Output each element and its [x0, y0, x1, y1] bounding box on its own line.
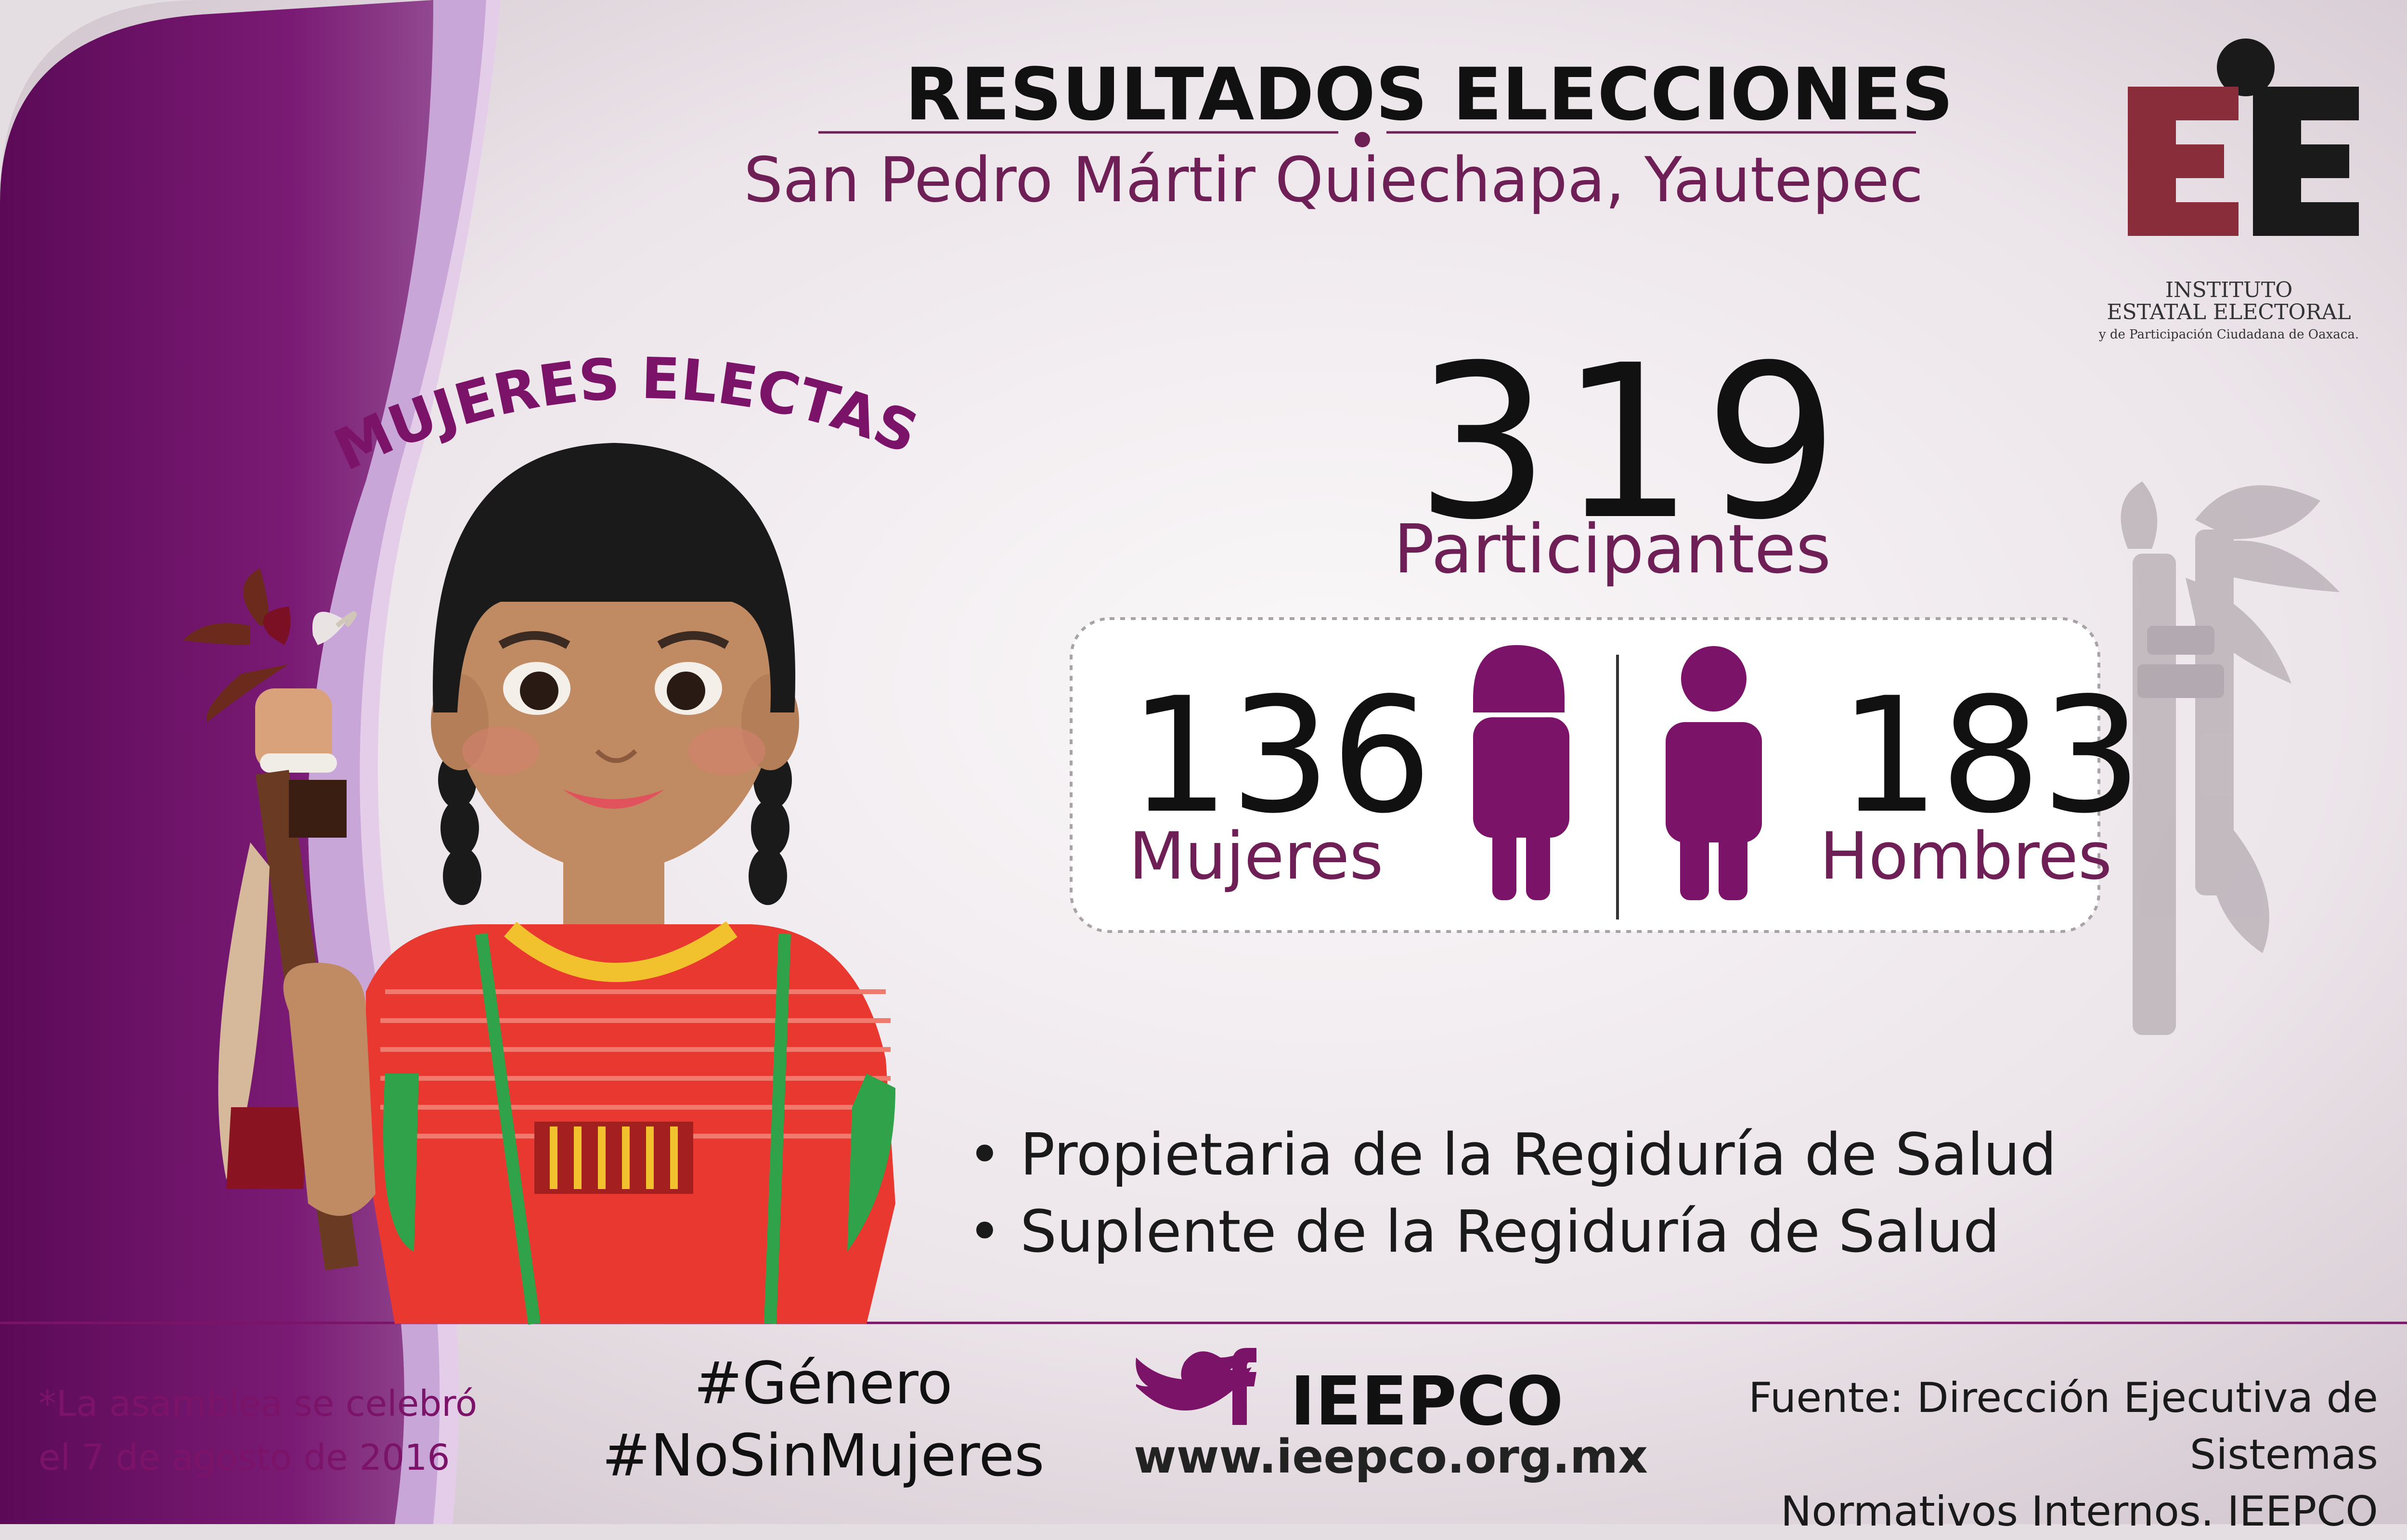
men-label: Hombres: [1820, 818, 2112, 894]
participants-label: Participantes: [1394, 510, 1831, 589]
list-item: • Suplente de la Regiduría de Salud: [968, 1199, 2000, 1266]
svg-text:MUJERES ELECTAS: MUJERES ELECTAS: [324, 345, 927, 484]
hashtags: #Género #NoSinMujeres: [582, 1348, 1064, 1492]
page-title: RESULTADOS ELECCIONES: [905, 53, 1954, 137]
staff-of-command-icon: [2121, 481, 2340, 1035]
ieepco-logo: [2128, 39, 2359, 236]
woman-icon: [1473, 645, 1569, 900]
source-credit: Fuente: Dirección Ejecutiva de Sistemas …: [1748, 1374, 2378, 1536]
mujeres-electas-badge: MUJERES ELECTAS: [324, 345, 927, 484]
women-label: Mujeres: [1129, 818, 1384, 894]
community-subtitle: San Pedro Mártir Quiechapa, Yautepec: [744, 144, 1924, 216]
website-link[interactable]: www.ieepco.org.mx: [1134, 1430, 1648, 1484]
institute-name: INSTITUTO ESTATAL ELECTORAL y de Partici…: [2098, 278, 2359, 342]
twitter-icon: [1136, 1350, 1252, 1411]
hashtag-genero: #Género: [694, 1350, 953, 1417]
brand-name: IEEPCO: [1290, 1362, 1564, 1441]
facebook-icon: [1218, 1348, 1256, 1425]
elected-positions-list: • Propietaria de la Regiduría de Salud •…: [968, 1117, 2057, 1271]
hashtag-nosinmujeres: #NoSinMujeres: [602, 1423, 1045, 1489]
women-count: 136: [1129, 663, 1432, 848]
man-icon: [1666, 646, 1762, 900]
list-item: • Propietaria de la Regiduría de Salud: [968, 1122, 2057, 1189]
men-count: 183: [1839, 663, 2142, 848]
participants-total: 319: [1415, 320, 1849, 566]
assembly-date-note: *La asamblea se celebró el 7 de agosto d…: [39, 1383, 478, 1478]
